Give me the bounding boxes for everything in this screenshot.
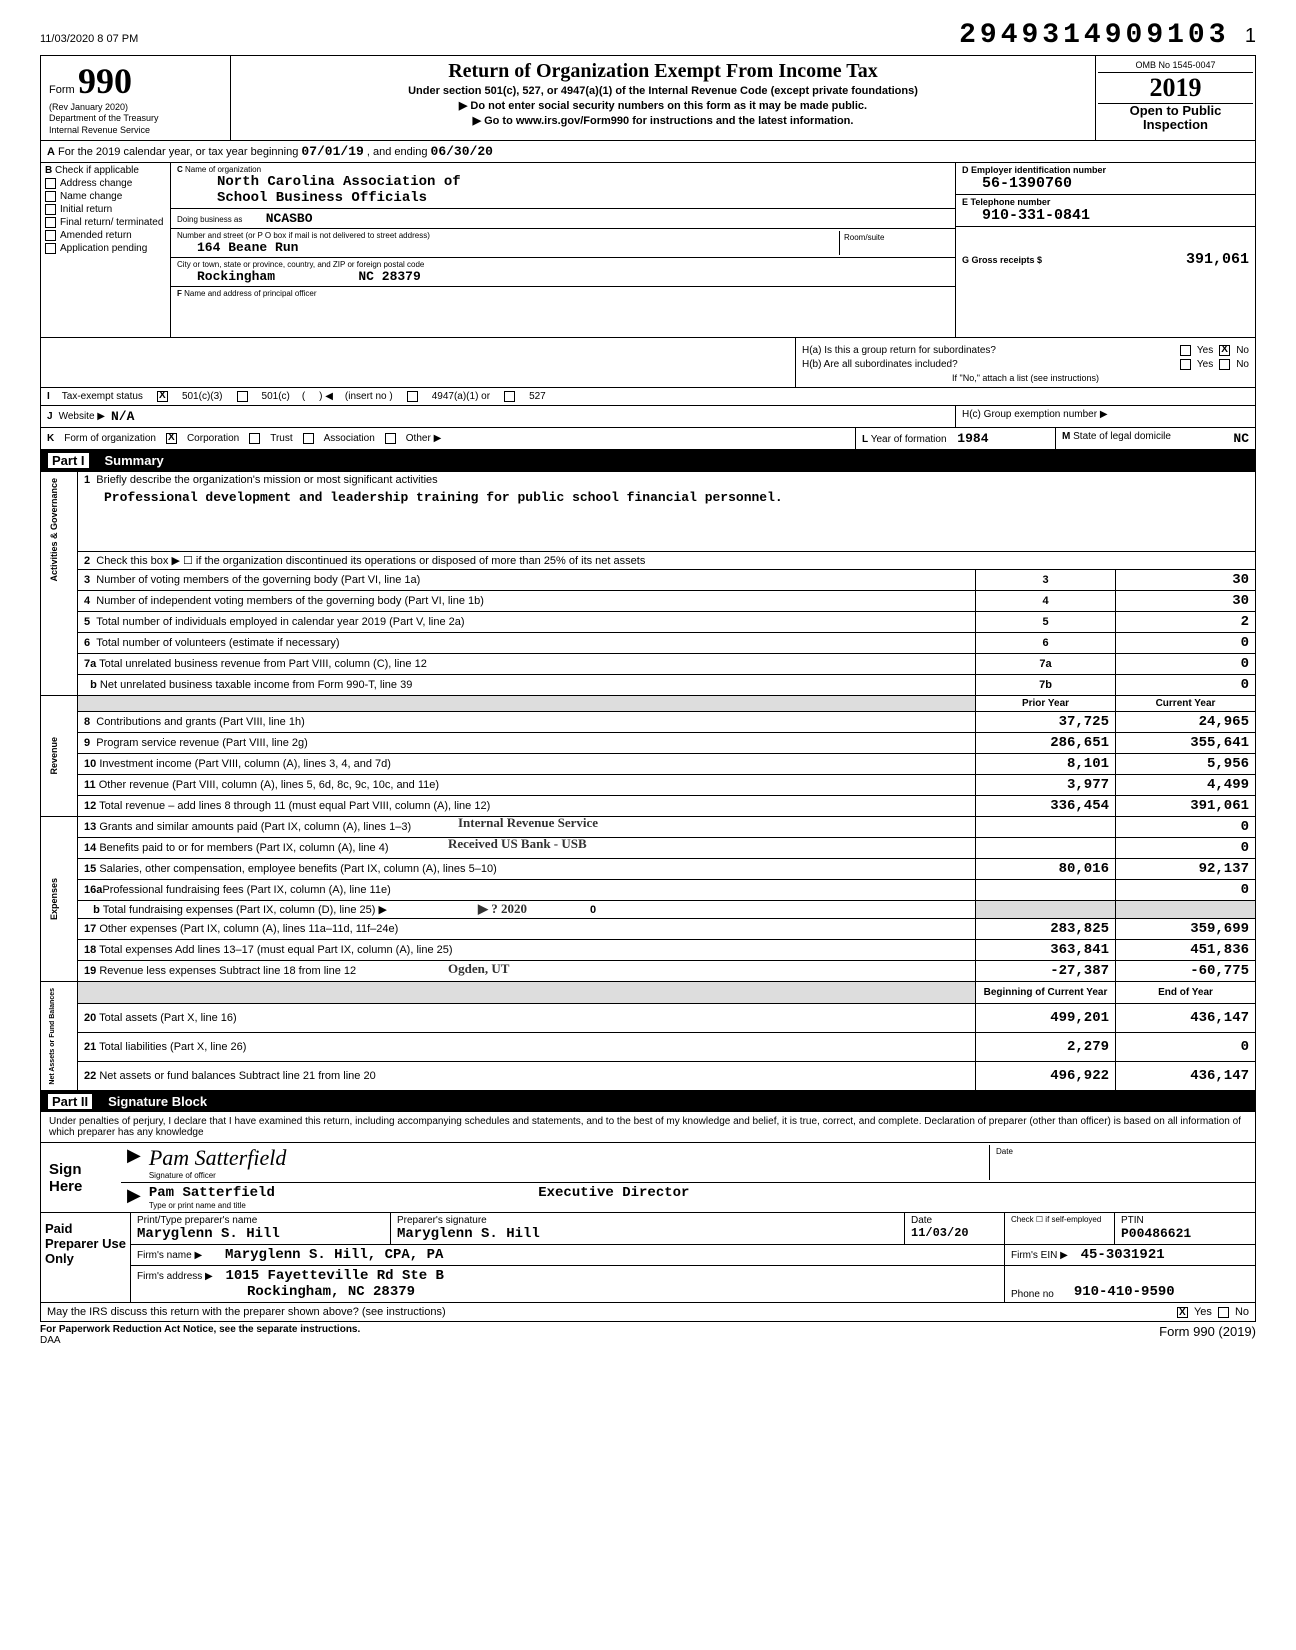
check-final-return[interactable] xyxy=(45,217,56,228)
mission-statement: Professional development and leadership … xyxy=(84,486,1249,509)
firm-name: Maryglenn S. Hill, CPA, PA xyxy=(225,1247,443,1263)
form-number-bottom: Form 990 (2019) xyxy=(1159,1324,1256,1346)
check-other[interactable] xyxy=(385,433,396,444)
firm-ein: 45-3031921 xyxy=(1081,1247,1165,1263)
firm-addr-2: Rockingham, NC 28379 xyxy=(247,1284,415,1300)
principal-officer-area xyxy=(41,338,795,387)
discuss-no[interactable] xyxy=(1218,1307,1229,1318)
paperwork-notice: For Paperwork Reduction Act Notice, see … xyxy=(40,1324,360,1335)
form-label: Form xyxy=(49,84,75,96)
form-header: Form 990 (Rev January 2020) Department o… xyxy=(40,55,1256,141)
document-id: 2949314909103 xyxy=(959,20,1229,51)
page-number: 1 xyxy=(1245,25,1256,47)
firm-phone: 910-410-9590 xyxy=(1074,1284,1175,1300)
dept-treasury: Department of the Treasury xyxy=(49,114,222,124)
org-name-1: North Carolina Association of xyxy=(177,174,949,190)
irs-stamp-2: Received US Bank - USB xyxy=(448,836,587,852)
date-stamp: ▶ ? 2020 xyxy=(478,901,527,917)
ogden-stamp: Ogden, UT xyxy=(448,961,509,977)
daa: DAA xyxy=(40,1335,61,1346)
check-527[interactable] xyxy=(504,391,515,402)
irs-label: Internal Revenue Service xyxy=(49,126,222,136)
ssn-warning: ▶ Do not enter social security numbers o… xyxy=(239,99,1087,112)
check-corp[interactable] xyxy=(166,433,177,444)
preparer-name: Maryglenn S. Hill xyxy=(137,1226,384,1242)
preparer-date: 11/03/20 xyxy=(911,1226,998,1240)
check-trust[interactable] xyxy=(249,433,260,444)
section-b-checkboxes: B Check if applicable Address change Nam… xyxy=(41,163,171,337)
omb-number: OMB No 1545-0047 xyxy=(1098,58,1253,73)
phone: 910-331-0841 xyxy=(962,207,1249,224)
open-public-1: Open to Public xyxy=(1098,104,1253,118)
ein: 56-1390760 xyxy=(962,175,1249,192)
gross-receipts: 391,061 xyxy=(1186,251,1249,268)
summary-table: Activities & Governance 1 Briefly descri… xyxy=(40,471,1256,1092)
check-initial-return[interactable] xyxy=(45,204,56,215)
sign-here-label: Sign Here xyxy=(41,1143,121,1212)
tax-year: 2019 xyxy=(1098,73,1253,104)
org-name-2: School Business Officials xyxy=(177,190,949,206)
part-2-header: Part II Signature Block xyxy=(40,1091,1256,1112)
check-amended[interactable] xyxy=(45,230,56,241)
street-address: 164 Beane Run xyxy=(177,240,839,255)
website: N/A xyxy=(111,409,134,424)
preparer-sig: Maryglenn S. Hill xyxy=(397,1226,898,1242)
paid-preparer-label: Paid Preparer Use Only xyxy=(41,1213,131,1302)
form-number: 990 xyxy=(78,61,132,101)
firm-addr-1: 1015 Fayetteville Rd Ste B xyxy=(226,1268,444,1284)
state-zip: NC 28379 xyxy=(358,269,420,284)
check-assoc[interactable] xyxy=(303,433,314,444)
irs-stamp-1: Internal Revenue Service xyxy=(458,815,598,831)
ha-no[interactable] xyxy=(1219,345,1230,356)
check-pending[interactable] xyxy=(45,243,56,254)
line-a: A For the 2019 calendar year, or tax yea… xyxy=(40,141,1256,163)
check-501c3[interactable] xyxy=(157,391,168,402)
year-formation: 1984 xyxy=(957,431,988,446)
hb-no[interactable] xyxy=(1219,359,1230,370)
officer-signature: Pam Satterfield xyxy=(149,1145,989,1171)
officer-name: Pam Satterfield xyxy=(149,1185,275,1201)
check-501c[interactable] xyxy=(237,391,248,402)
website-instruction: ▶ Go to www.irs.gov/Form990 for instruct… xyxy=(239,114,1087,127)
city: Rockingham xyxy=(197,269,275,284)
room-suite: Room/suite xyxy=(839,231,949,255)
check-name-change[interactable] xyxy=(45,191,56,202)
officer-title: Executive Director xyxy=(538,1185,689,1201)
hb-yes[interactable] xyxy=(1180,359,1191,370)
ptin: P00486621 xyxy=(1121,1226,1249,1241)
print-timestamp: 11/03/2020 8 07 PM xyxy=(40,33,138,45)
dba: NCASBO xyxy=(266,211,313,226)
perjury-declaration: Under penalties of perjury, I declare th… xyxy=(41,1112,1255,1143)
discuss-yes[interactable] xyxy=(1177,1307,1188,1318)
check-4947[interactable] xyxy=(407,391,418,402)
ha-yes[interactable] xyxy=(1180,345,1191,356)
form-title: Return of Organization Exempt From Incom… xyxy=(239,60,1087,83)
open-public-2: Inspection xyxy=(1098,118,1253,132)
form-subtitle: Under section 501(c), 527, or 4947(a)(1)… xyxy=(239,85,1087,97)
state-domicile: NC xyxy=(1233,431,1249,446)
discuss-question: May the IRS discuss this return with the… xyxy=(47,1306,446,1318)
part-1-header: Part I Summary xyxy=(40,450,1256,471)
revision: (Rev January 2020) xyxy=(49,102,222,112)
check-address-change[interactable] xyxy=(45,178,56,189)
